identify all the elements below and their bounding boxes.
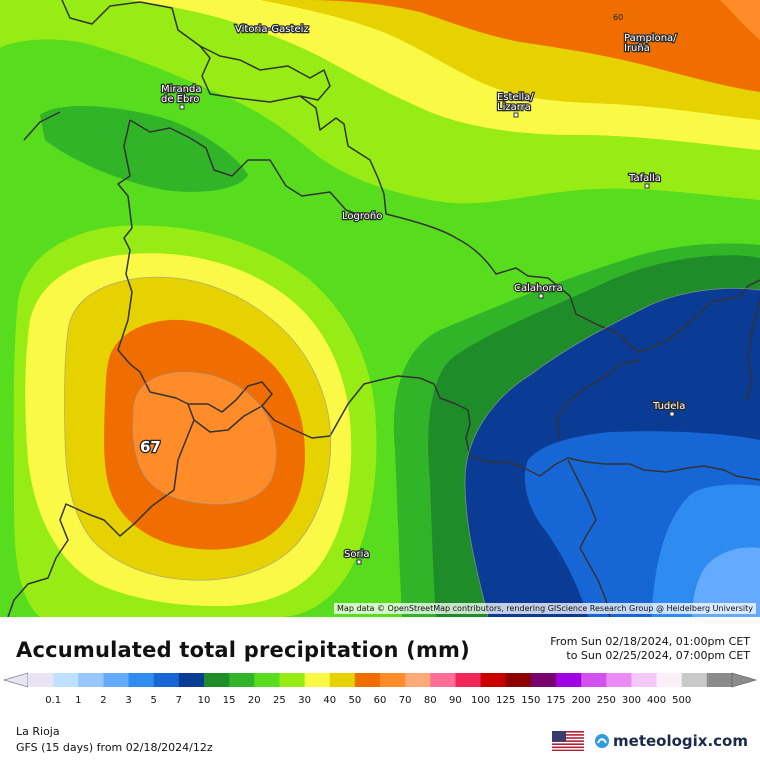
legend-tick-label: 15 (223, 695, 236, 706)
city-dot-miranda (179, 104, 185, 110)
legend-tick-label: 7 (176, 695, 182, 706)
city-estella[interactable]: Estella/Lizarra (496, 91, 536, 114)
legend-swatch (556, 673, 582, 687)
legend-tick-label: 250 (597, 695, 616, 706)
legend-swatch (480, 673, 507, 687)
legend-tick-label: 125 (496, 695, 515, 706)
footer-info: La Rioja GFS (15 days) from 02/18/2024/1… (16, 724, 213, 756)
field-20-25-north (40, 105, 248, 192)
legend-swatch (631, 673, 658, 687)
legend-tick-label: 500 (672, 695, 691, 706)
legend-swatch (681, 673, 708, 687)
legend-swatch (354, 673, 381, 687)
period-to: to Sun 02/25/2024, 07:00pm CET (566, 649, 750, 662)
color-scale-legend: 0.1 1 2 3 5 7 10 15 20 25 30 40 50 60 70 80 90 100 125 150 1… (0, 668, 760, 718)
city-logrono[interactable]: Logroño (341, 210, 384, 223)
field-70-80-north (720, 0, 760, 40)
field-70-80-west (132, 372, 277, 505)
legend-swatch (153, 673, 180, 687)
legend-swatch (279, 673, 306, 687)
legend-tick-label: 200 (572, 695, 591, 706)
city-dot-soria (356, 559, 362, 565)
legend-swatch (103, 673, 130, 687)
legend-tick-label: 20 (248, 695, 261, 706)
legend-tick-label: 10 (198, 695, 211, 706)
legend-swatch (304, 673, 331, 687)
precipitation-map[interactable]: 60 67 Vitoria-Gasteiz Pamplona/Iruña Mir… (0, 0, 760, 617)
legend-tick-label: 50 (348, 695, 361, 706)
legend-tick-label: 3 (125, 695, 131, 706)
legend-tick-label: 30 (298, 695, 311, 706)
city-tudela[interactable]: Tudela (651, 400, 687, 413)
model-run: GFS (15 days) from 02/18/2024/12z (16, 741, 213, 754)
city-dot-tudela (669, 411, 675, 417)
legend-arrow-low (2, 672, 29, 688)
brand-logo[interactable]: meteologix.com (594, 732, 748, 750)
city-calahorra[interactable]: Calahorra (513, 282, 564, 295)
region-name: La Rioja (16, 725, 60, 738)
legend-swatch (28, 673, 54, 687)
legend-swatch (405, 673, 431, 687)
brand-mark-icon (595, 734, 610, 748)
period-from: From Sun 02/18/2024, 01:00pm CET (550, 635, 750, 648)
legend-swatch (656, 673, 683, 687)
legend-tick-label: 2 (100, 695, 106, 706)
legend-bar: 0.1 1 2 3 5 7 10 15 20 25 30 40 50 60 70 80 90 100 125 150 1… (2, 672, 758, 706)
legend-swatch (706, 673, 733, 687)
legend-swatch (53, 673, 79, 687)
legend-tick-label: 5 (151, 695, 157, 706)
legend-tick-label: 175 (546, 695, 565, 706)
legend-swatch (430, 673, 456, 687)
legend-arrow-high (731, 672, 758, 688)
city-miranda-de-ebro[interactable]: Miranda de Ebro (160, 83, 203, 106)
legend-swatch (254, 673, 280, 687)
field-60-70-north (300, 0, 760, 92)
legend-swatch (606, 673, 632, 687)
legend-tick-label: 100 (471, 695, 490, 706)
admin-borders (7, 0, 760, 617)
city-dot-estella (513, 112, 519, 118)
legend-swatch (530, 673, 557, 687)
legend-swatch (329, 673, 356, 687)
city-labels: Vitoria-Gasteiz Pamplona/Iruña Miranda de… (160, 23, 687, 565)
legend-swatch (128, 673, 155, 687)
legend-tick-label: 400 (647, 695, 666, 706)
city-pamplona[interactable]: Pamplona/Iruña (623, 32, 679, 55)
city-soria[interactable]: Soria (343, 548, 371, 561)
legend-tick-label: 90 (449, 695, 462, 706)
legend-swatch (204, 673, 230, 687)
legend-swatch (229, 673, 255, 687)
us-flag-icon[interactable] (552, 731, 585, 751)
brand-name: meteologix.com (613, 732, 748, 750)
city-vitoria-gasteiz[interactable]: Vitoria-Gasteiz (234, 23, 310, 36)
max-value-label: 67 (140, 438, 161, 456)
legend-tick-label: 150 (521, 695, 540, 706)
map-title: Accumulated total precipitation (mm) (16, 638, 470, 662)
city-tafalla[interactable]: Tafalla (627, 172, 662, 185)
legend-tick-label: 300 (622, 695, 641, 706)
legend-swatch (505, 673, 532, 687)
map-canvas: 60 67 Vitoria-Gasteiz Pamplona/Iruña Mir… (0, 0, 760, 617)
legend-tick-label: 80 (424, 695, 437, 706)
legend-swatch (380, 673, 406, 687)
legend-swatch (581, 673, 607, 687)
map-attribution[interactable]: Map data © OpenStreetMap contributors, r… (334, 603, 756, 614)
legend-tick-label: 40 (323, 695, 336, 706)
contour-lines (64, 276, 760, 617)
city-dot-calahorra (538, 293, 544, 299)
legend-swatch (178, 673, 205, 687)
legend-tick-label: 0.1 (45, 695, 61, 706)
time-period: From Sun 02/18/2024, 01:00pm CET to Sun … (550, 635, 750, 663)
city-dot-tafalla (644, 183, 650, 189)
legend-swatch (78, 673, 104, 687)
legend-tick-label: 70 (399, 695, 412, 706)
legend-tick-label: 60 (374, 695, 387, 706)
contour-value-label: 60 (613, 13, 623, 22)
legend-tick-label: 1 (75, 695, 81, 706)
legend-tick-label: 25 (273, 695, 286, 706)
field-3-5-south-east (692, 547, 760, 617)
legend-swatch (455, 673, 482, 687)
footer-brand: meteologix.com (552, 731, 748, 751)
